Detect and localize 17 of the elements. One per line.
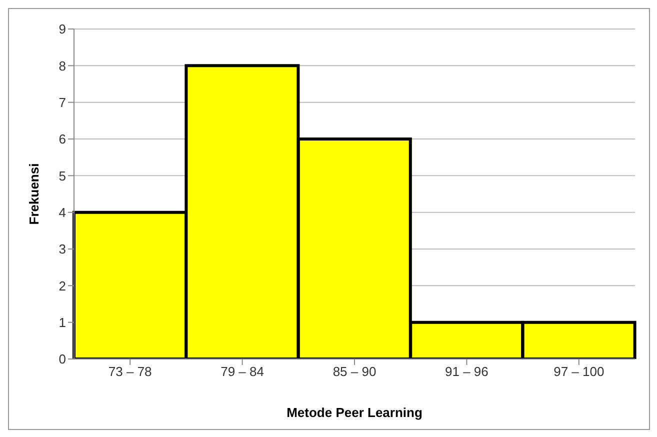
y-tick-label: 1 bbox=[58, 314, 66, 330]
y-tick-label: 0 bbox=[58, 352, 66, 367]
x-axis-title: Metode Peer Learning bbox=[286, 405, 422, 420]
y-tick-label: 3 bbox=[58, 242, 66, 257]
x-tick-label: 73 – 78 bbox=[108, 364, 152, 380]
x-tick-label: 85 – 90 bbox=[332, 364, 376, 380]
x-tick-label: 91 – 96 bbox=[445, 364, 488, 380]
y-tick-label: 2 bbox=[58, 278, 66, 294]
y-tick-label: 6 bbox=[58, 132, 66, 147]
y-tick-label: 7 bbox=[58, 94, 66, 110]
y-tick-label: 5 bbox=[58, 168, 66, 184]
y-tick-label: 9 bbox=[58, 22, 66, 37]
y-axis-title: Frekuensi bbox=[26, 163, 42, 225]
x-tick-label: 79 – 84 bbox=[220, 364, 264, 380]
y-tick-label: 4 bbox=[58, 204, 66, 220]
x-tick-label: 97 – 100 bbox=[554, 364, 604, 380]
y-tick-label: 8 bbox=[58, 58, 66, 74]
